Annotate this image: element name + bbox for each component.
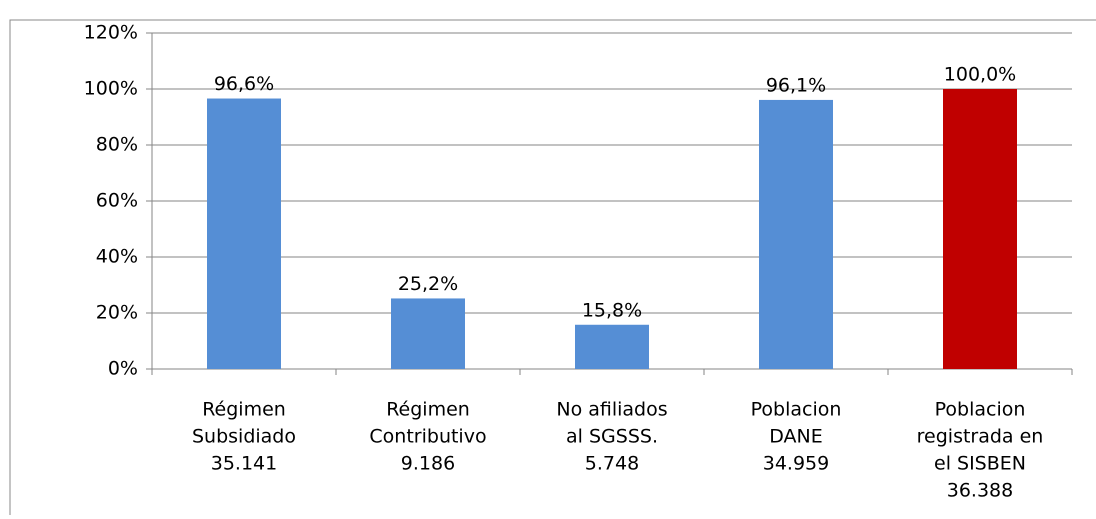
x-tick-label: Poblacion <box>751 399 842 421</box>
x-tick-label: DANE <box>769 426 823 448</box>
x-tick-label: Subsidiado <box>192 426 296 448</box>
value-label: 15,8% <box>582 299 642 321</box>
y-tick-label: 0% <box>108 358 138 380</box>
x-tick-label: 35.141 <box>211 453 277 475</box>
bar <box>391 298 465 369</box>
x-tick-label: al SGSSS. <box>566 426 658 448</box>
y-tick-label: 100% <box>84 78 138 100</box>
x-tick-label: Poblacion <box>935 399 1026 421</box>
y-tick-label: 120% <box>84 22 138 44</box>
bar <box>575 324 649 369</box>
x-tick-label: No afiliados <box>556 399 667 421</box>
x-tick-label: Régimen <box>386 399 470 421</box>
x-tick-label: Contributivo <box>369 426 486 448</box>
x-tick-label: registrada en <box>917 426 1044 448</box>
x-tick-label: Régimen <box>202 399 286 421</box>
x-tick-label: 5.748 <box>585 453 639 475</box>
bar <box>759 99 833 370</box>
x-tick-label: 34.959 <box>763 453 829 475</box>
bar <box>943 89 1017 369</box>
value-label: 100,0% <box>944 64 1016 86</box>
chart-frame <box>9 19 1096 519</box>
bar <box>207 98 281 370</box>
x-tick-label: el SISBEN <box>934 453 1026 475</box>
y-tick-label: 40% <box>96 246 138 268</box>
y-tick-label: 60% <box>96 190 138 212</box>
x-tick-label: 36.388 <box>947 480 1013 502</box>
value-label: 96,1% <box>766 74 826 96</box>
value-label: 25,2% <box>398 273 458 295</box>
x-tick-label: 9.186 <box>401 453 455 475</box>
value-label: 96,6% <box>214 73 274 95</box>
y-tick-label: 20% <box>96 302 138 324</box>
y-tick-label: 80% <box>96 134 138 156</box>
